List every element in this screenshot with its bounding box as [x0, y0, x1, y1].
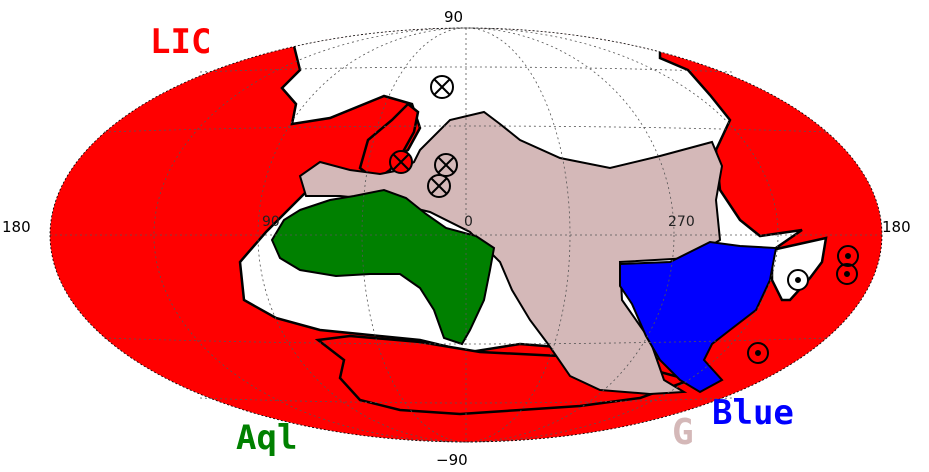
circled-dot-marker — [787, 269, 809, 291]
circled-x-marker — [434, 153, 458, 177]
lat-top-label: 90 — [444, 8, 464, 26]
aql-label: Aql — [236, 418, 298, 458]
g-label: G — [672, 412, 694, 453]
circled-x-marker — [389, 150, 413, 174]
lic-lower-band — [314, 334, 695, 416]
aql-cloud — [270, 188, 496, 346]
circled-x-marker — [427, 174, 451, 198]
into-page-markers — [389, 75, 458, 198]
circled-dot-marker — [837, 245, 859, 267]
lon-right-label: 180 — [882, 218, 911, 236]
circled-dot-marker — [836, 263, 858, 285]
blue-cloud — [619, 240, 778, 394]
circled-dot-marker — [747, 342, 769, 364]
out-of-page-markers — [747, 245, 859, 364]
g-cloud — [298, 110, 724, 396]
map-border — [49, 27, 883, 443]
lat-bottom-label: −90 — [436, 451, 468, 469]
lic-label: LIC — [150, 22, 212, 62]
graticule — [50, 27, 882, 443]
blue-label: Blue — [712, 393, 794, 433]
lon-left-label: 180 — [2, 218, 31, 236]
grid-lon-90-label: 90 — [262, 214, 280, 230]
grid-lon-0-label: 0 — [464, 214, 473, 230]
circled-x-marker — [430, 75, 454, 99]
grid-lon-270-label: 270 — [668, 214, 695, 230]
